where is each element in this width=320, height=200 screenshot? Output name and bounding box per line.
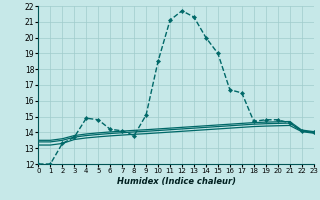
X-axis label: Humidex (Indice chaleur): Humidex (Indice chaleur) [116, 177, 236, 186]
